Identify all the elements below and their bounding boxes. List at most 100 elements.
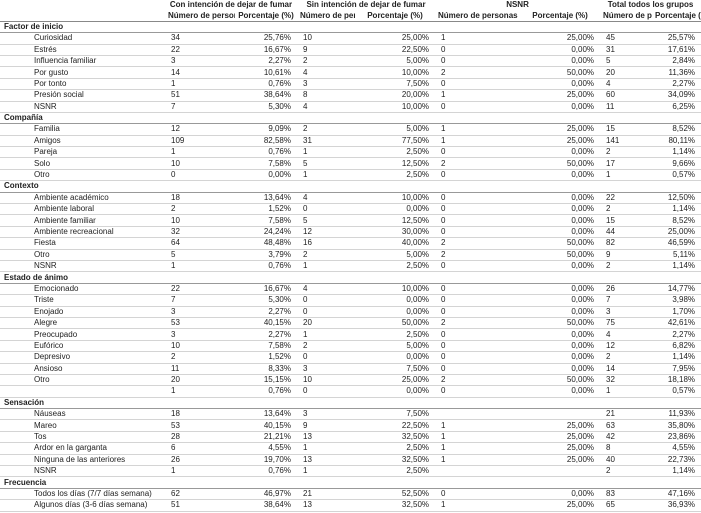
percentage: 5,00% (355, 55, 436, 68)
percentage: 17,61% (652, 44, 701, 56)
count: 64 (165, 237, 235, 250)
count: 22 (165, 44, 235, 56)
empty-cell (165, 476, 235, 489)
count: 2 (435, 66, 521, 79)
data-row: Alegre 53 40,15% 20 50,00% 2 50,00% 75 42,61% (0, 317, 701, 330)
count: 20 (600, 66, 653, 79)
empty-cell (235, 476, 297, 489)
column-header: Porcentaje (%) (520, 10, 601, 22)
percentage: 18,18% (652, 374, 701, 387)
percentage: 77,50% (355, 135, 436, 148)
row-label: Amigos (0, 135, 165, 148)
count: 4 (297, 283, 355, 296)
row-label: Depresivo (0, 351, 165, 364)
percentage: 14,77% (652, 511, 701, 513)
count: 11 (600, 101, 653, 113)
count: 1 (435, 32, 521, 45)
count: 82 (600, 237, 653, 250)
percentage: 0,00% (520, 306, 601, 318)
count: 32 (600, 374, 653, 387)
empty-cell (600, 476, 653, 489)
header-blank (0, 10, 165, 22)
count: 45 (600, 32, 653, 45)
count: 1 (297, 260, 355, 273)
percentage: 46,59% (652, 237, 701, 250)
count: 6 (165, 442, 235, 455)
count: 10 (297, 32, 355, 45)
percentage: 14,39% (235, 511, 297, 513)
empty-cell (435, 397, 521, 410)
count: 5 (600, 55, 653, 68)
percentage: 2,50% (355, 146, 436, 159)
percentage: 25,00% (520, 454, 601, 467)
count: 51 (165, 499, 235, 512)
count: 0 (435, 328, 521, 341)
percentage: 6,82% (652, 340, 701, 353)
percentage: 36,93% (652, 499, 701, 512)
count: 0 (435, 488, 521, 501)
empty-cell (165, 112, 235, 125)
empty-cell (435, 21, 521, 34)
count: 0 (435, 203, 521, 216)
count: 1 (600, 385, 653, 398)
count: 0 (165, 169, 235, 182)
percentage: 0,00% (520, 328, 601, 341)
count: 4 (600, 328, 653, 341)
percentage: 35,80% (652, 419, 701, 432)
percentage: 38,64% (235, 499, 297, 512)
percentage: 23,86% (652, 431, 701, 444)
percentage: 0,76% (235, 146, 297, 159)
percentage: 25,00% (520, 431, 601, 444)
count (435, 465, 521, 478)
data-row: Pocos días (1-2/7 días semana)1914,39%51… (0, 511, 701, 513)
percentage (520, 408, 601, 421)
data-row: Eufórico 10 7,58% 2 5,00% 0 0,00% 12 6,82% (0, 340, 701, 353)
count: 8 (600, 442, 653, 455)
empty-cell (652, 397, 701, 410)
count: 9 (297, 419, 355, 432)
percentage: 3,79% (235, 249, 297, 262)
count: 10 (297, 374, 355, 387)
empty-cell (235, 271, 297, 284)
percentage: 24,24% (235, 226, 297, 239)
empty-cell (297, 476, 355, 489)
count: 1 (297, 328, 355, 341)
count: 7 (165, 294, 235, 307)
empty-cell (297, 112, 355, 125)
row-label: Ambiente familiar (0, 214, 165, 227)
count: 2 (600, 203, 653, 216)
column-header: Número de personas (600, 10, 653, 22)
percentage: 19,70% (235, 454, 297, 467)
count: 1 (435, 89, 521, 102)
group-header: Total todos los grupos (607, 0, 694, 10)
percentage: 80,11% (652, 135, 701, 148)
count: 0 (435, 294, 521, 307)
data-row: Ardor en la garganta 6 4,55% 1 2,50% 1 25,00% 8… (0, 442, 701, 455)
row-label: Mareo (0, 419, 165, 432)
count: 32 (165, 226, 235, 239)
data-row: Solo 10 7,58% 5 12,50% 2 50,00% 17 9,66% (0, 157, 701, 170)
count: 2 (165, 351, 235, 364)
count: 1 (600, 169, 653, 182)
empty-cell (520, 180, 601, 193)
count: 34 (165, 32, 235, 45)
percentage: 0,00% (520, 214, 601, 227)
percentage: 9,09% (235, 123, 297, 136)
group-header: NSNR (506, 0, 529, 10)
percentage: 4,55% (652, 442, 701, 455)
data-row: Enojado 3 2,27% 0 0,00% 0 0,00% 3 1,70% (0, 306, 701, 318)
empty-cell (355, 397, 436, 410)
count: 1 (165, 146, 235, 159)
percentage: 34,09% (652, 89, 701, 102)
count: 0 (297, 294, 355, 307)
percentage: 10,00% (355, 283, 436, 296)
count: 0 (435, 340, 521, 353)
row-label: Tos (0, 431, 165, 444)
count: 2 (435, 317, 521, 330)
count: 5 (297, 214, 355, 227)
percentage: 12,50% (355, 511, 436, 513)
count: 3 (297, 408, 355, 421)
count: 75 (600, 317, 653, 330)
empty-cell (520, 397, 601, 410)
